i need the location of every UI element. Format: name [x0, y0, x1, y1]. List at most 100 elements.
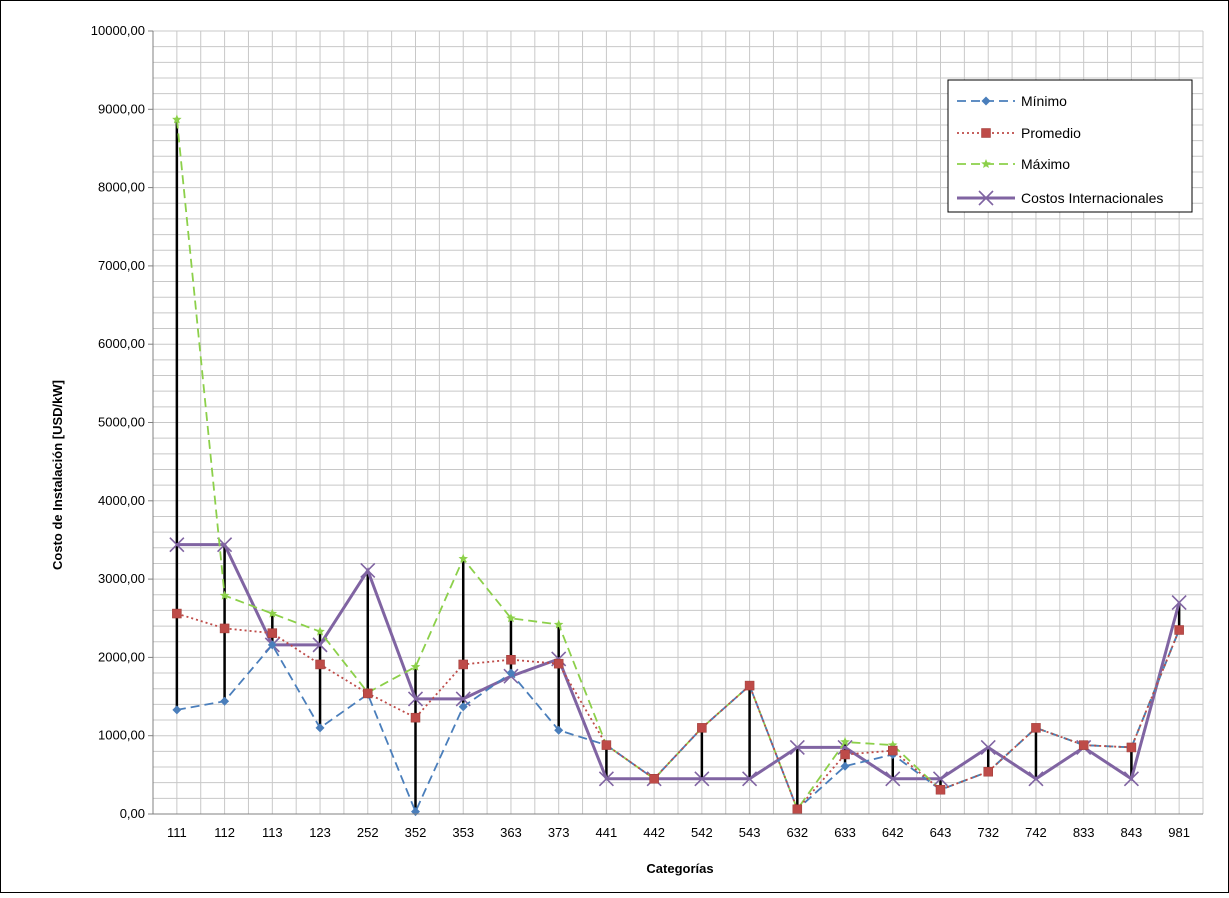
- data-point: [267, 628, 278, 638]
- data-point: [980, 739, 996, 756]
- x-tick-label: 353: [452, 825, 474, 840]
- data-point: [981, 159, 991, 168]
- data-point: [888, 745, 898, 756]
- x-tick-label: 642: [882, 825, 904, 840]
- x-tick-label: 252: [357, 825, 379, 840]
- x-tick-label: 833: [1073, 825, 1095, 840]
- data-point: [885, 771, 901, 787]
- legend: Mínimo Promedio Máximo Costos Internacional…: [947, 79, 1193, 213]
- data-point: [1123, 771, 1139, 787]
- data-point: [1028, 771, 1044, 787]
- legend-item: Promedio: [957, 125, 1081, 141]
- x-tick-label: 111: [167, 825, 187, 840]
- data-point: [410, 661, 421, 671]
- data-point: [172, 608, 182, 619]
- x-tick-label: 633: [834, 825, 856, 840]
- x-tick-label: 112: [214, 825, 235, 840]
- legend-label: Costos Internacionales: [1021, 190, 1163, 206]
- data-point: [220, 696, 230, 706]
- data-point: [315, 659, 325, 670]
- data-point: [792, 804, 803, 815]
- data-point: [935, 784, 946, 795]
- data-point: [410, 712, 421, 723]
- legend-item: Máximo: [957, 156, 1070, 172]
- data-point: [840, 749, 850, 760]
- x-axis-title: Categorías: [646, 861, 713, 876]
- axes: 0,00 1000,00 2000,00 3000,00 4000,00 5000,00 6…: [91, 23, 1203, 840]
- data-point: [506, 654, 516, 665]
- x-tick-label: 732: [977, 825, 999, 840]
- data-point: [742, 771, 758, 787]
- data-point: [267, 608, 278, 618]
- data-point: [169, 537, 185, 553]
- y-tick-label: 8000,00: [98, 180, 145, 195]
- x-tick-label: 742: [1025, 825, 1047, 840]
- data-point: [267, 640, 277, 650]
- legend-item: Costos Internacionales: [957, 190, 1163, 206]
- y-tick-label: 10000,00: [91, 23, 145, 38]
- data-point: [172, 705, 182, 715]
- data-point: [1174, 625, 1184, 635]
- data-point: [407, 691, 424, 707]
- x-tick-label: 113: [262, 825, 283, 840]
- data-point: [1171, 595, 1187, 611]
- y-tick-label: 5000,00: [98, 415, 145, 430]
- data-point: [458, 553, 468, 563]
- x-tick-label: 373: [548, 825, 570, 840]
- data-point: [1078, 740, 1089, 750]
- x-tick-label: 123: [309, 825, 331, 840]
- x-tick-label: 352: [405, 825, 427, 840]
- x-tick-label: 542: [691, 825, 713, 840]
- y-tick-label: 7000,00: [98, 258, 145, 273]
- x-tick-label: 843: [1121, 825, 1143, 840]
- series-line: [176, 612, 1180, 812]
- y-tick-label: 0,00: [120, 806, 145, 821]
- data-point: [553, 619, 564, 629]
- data-point: [506, 613, 516, 623]
- data-point: [363, 688, 373, 699]
- data-point: [978, 190, 994, 206]
- data-point: [172, 114, 182, 124]
- data-point: [598, 771, 614, 787]
- x-tick-label: 442: [643, 825, 665, 840]
- data-point: [219, 590, 230, 600]
- data-point: [694, 771, 710, 787]
- data-point: [601, 740, 612, 750]
- data-point: [312, 637, 328, 653]
- data-point: [458, 659, 468, 670]
- data-point: [1031, 723, 1041, 733]
- data-point: [981, 128, 991, 138]
- x-tick-label: 981: [1168, 825, 1190, 840]
- data-point: [554, 725, 564, 735]
- data-point: [840, 737, 850, 746]
- data-point: [981, 96, 991, 106]
- data-point: [697, 723, 707, 733]
- y-tick-label: 1000,00: [98, 728, 145, 743]
- legend-item: Mínimo: [957, 93, 1067, 109]
- data-point: [983, 766, 993, 777]
- legend-label: Promedio: [1021, 125, 1081, 141]
- data-point: [744, 680, 755, 691]
- x-tick-label: 643: [930, 825, 952, 840]
- legend-label: Mínimo: [1021, 93, 1067, 109]
- x-tick-label: 441: [596, 825, 618, 840]
- y-tick-label: 3000,00: [98, 571, 145, 586]
- series-promedio: [172, 608, 1184, 815]
- x-tick-label: 543: [739, 825, 761, 840]
- y-tick-label: 6000,00: [98, 336, 145, 351]
- data-point: [789, 739, 805, 756]
- data-point: [840, 761, 850, 771]
- data-point: [649, 774, 659, 784]
- y-tick-label: 2000,00: [98, 649, 145, 664]
- data-point: [506, 668, 516, 678]
- series-layer: [169, 114, 1187, 817]
- x-tick-label: 632: [786, 825, 808, 840]
- data-point: [553, 658, 564, 669]
- data-point: [458, 702, 468, 712]
- data-point: [315, 626, 325, 636]
- series-line: [176, 543, 1181, 782]
- data-point: [360, 562, 376, 579]
- legend-label: Máximo: [1021, 156, 1070, 172]
